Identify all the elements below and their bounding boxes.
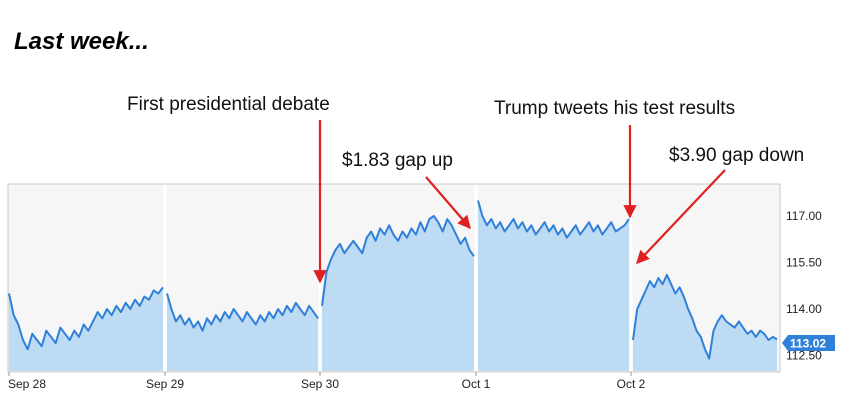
y-tick-label: 114.00: [786, 302, 822, 316]
gap-down-arrow: [636, 169, 726, 264]
last-price-label: 113.02: [790, 337, 826, 351]
line-session-2: [166, 293, 319, 332]
area-session-5: [633, 274, 777, 371]
x-tick-label: Oct 2: [617, 377, 646, 391]
y-tick-label: 117.00: [786, 209, 822, 223]
page-heading: Last week...: [14, 28, 149, 55]
line-layer: [8, 200, 778, 360]
area-session-3: [322, 216, 474, 371]
line-session-5: [632, 273, 778, 360]
area-layer: [9, 200, 777, 371]
annotation-tweet: Trump tweets his test results: [494, 98, 735, 119]
y-tick-label: 112.50: [786, 349, 822, 363]
area-session-4: [478, 200, 629, 371]
x-tick-label: Sep 28: [8, 377, 46, 391]
x-axis: Sep 28 Sep 29 Sep 30 Oct 1 Oct 2: [8, 372, 646, 391]
y-tick-label: 115.50: [786, 256, 822, 270]
line-session-4: [477, 200, 630, 239]
annotation-debate: First presidential debate: [127, 94, 330, 115]
y-axis: 117.00 115.50 114.00 112.50: [786, 209, 822, 363]
x-tick-label: Sep 30: [301, 377, 339, 391]
x-tick-label: Oct 1: [462, 377, 491, 391]
annotation-gap-up: $1.83 gap up: [342, 150, 453, 171]
line-session-3: [321, 215, 475, 307]
last-price-badge: 113.02: [782, 335, 835, 351]
x-tick-label: Sep 29: [146, 377, 184, 391]
gap-up-arrow: [425, 176, 471, 229]
line-session-1: [8, 286, 164, 351]
annotation-arrows: [313, 120, 726, 284]
annotation-gap-down: $3.90 gap down: [669, 145, 804, 166]
